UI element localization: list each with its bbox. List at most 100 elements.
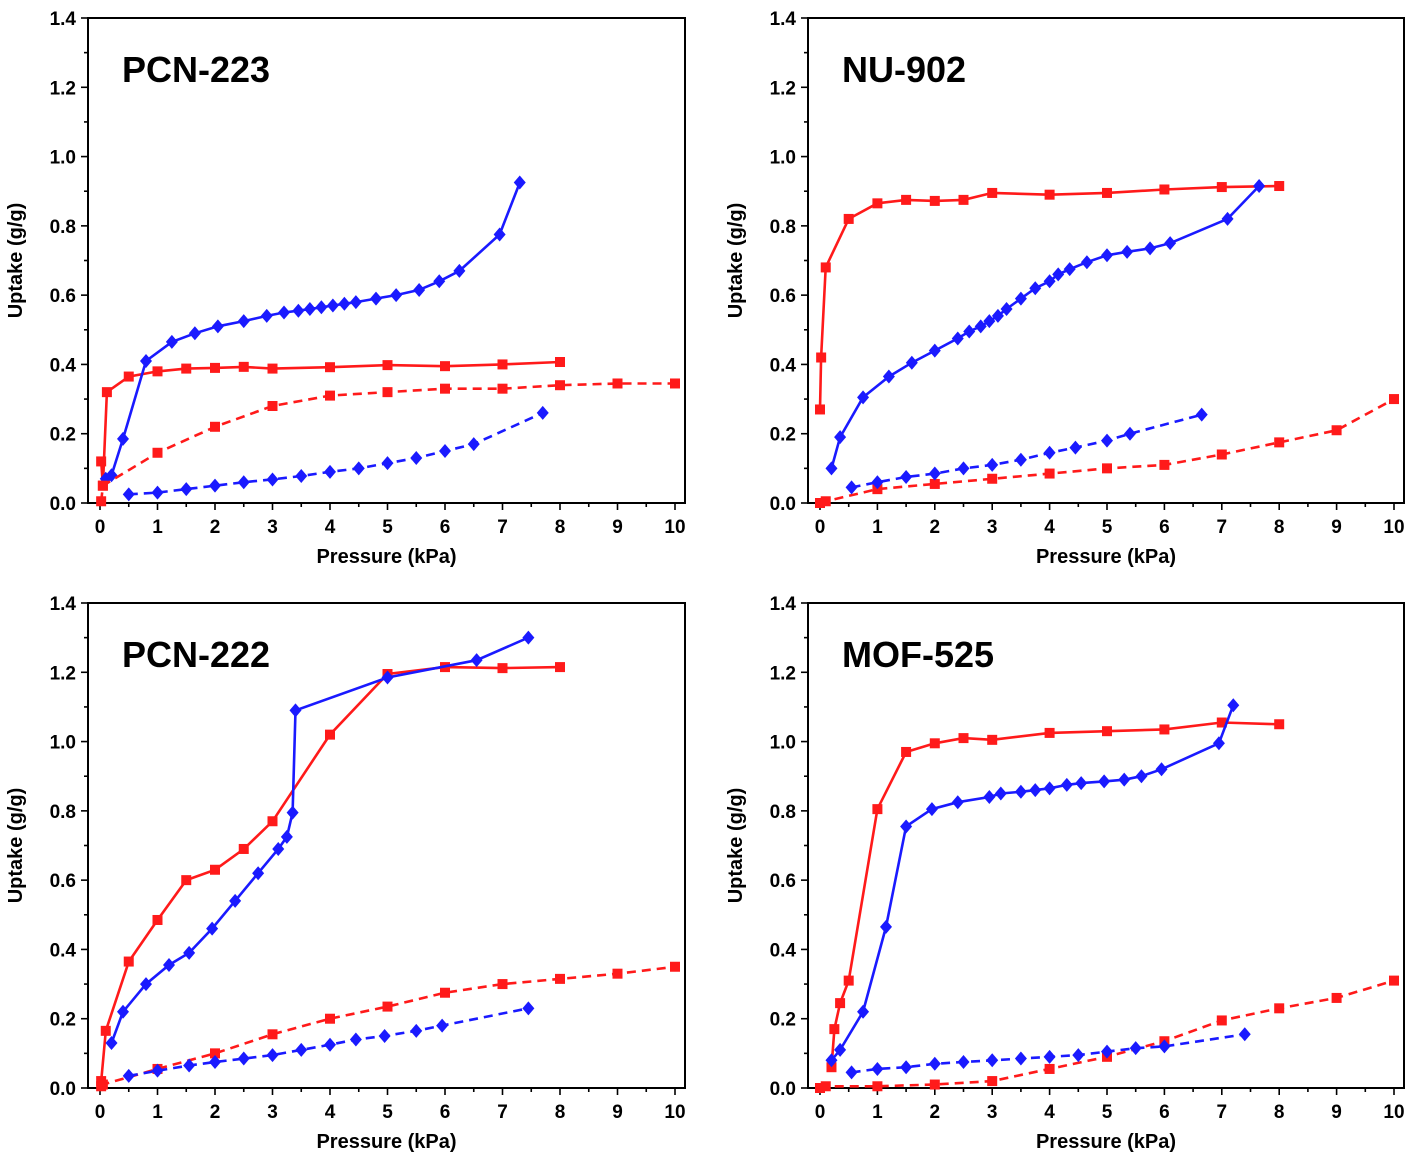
y-tick-label: 0.0 — [770, 1079, 796, 1100]
data-point-diamond — [433, 274, 446, 289]
x-tick-label: 8 — [1274, 1102, 1285, 1123]
y-tick-label: 0.2 — [50, 1010, 76, 1031]
data-point-diamond — [117, 1004, 129, 1019]
data-point-square — [929, 1079, 940, 1090]
data-point-diamond — [390, 288, 403, 303]
x-tick-label: 6 — [440, 517, 451, 538]
data-point-diamond — [882, 369, 895, 384]
x-tick-label: 2 — [930, 1102, 941, 1123]
data-point-square — [123, 956, 134, 967]
data-point-square — [101, 387, 112, 398]
data-point-square — [929, 478, 940, 489]
data-point-square — [987, 1076, 998, 1087]
data-point-diamond — [983, 314, 996, 329]
data-point-square — [210, 864, 220, 875]
data-point-diamond — [352, 461, 365, 476]
data-point-square — [181, 875, 192, 886]
data-point-square — [829, 1024, 840, 1035]
data-point-diamond — [266, 472, 279, 487]
series-blue-dashed — [845, 407, 1208, 495]
data-point-square — [670, 378, 680, 389]
x-tick-label: 10 — [664, 517, 685, 538]
data-point-diamond — [122, 1068, 135, 1083]
data-point-diamond — [513, 175, 526, 190]
y-tick-label: 1.2 — [50, 663, 76, 684]
data-point-square — [555, 357, 565, 368]
y-tick-label: 0.4 — [770, 940, 797, 961]
data-point-diamond — [974, 319, 987, 334]
series-red-dashed — [815, 975, 1399, 1093]
data-point-square — [929, 738, 940, 749]
data-point-square — [152, 447, 163, 458]
data-point-square — [1274, 1003, 1285, 1014]
data-point-diamond — [315, 300, 328, 315]
data-point-diamond — [410, 1023, 423, 1038]
data-point-diamond — [188, 326, 201, 341]
data-point-square — [1331, 425, 1342, 436]
series-line — [128, 411, 544, 496]
data-point-square — [820, 496, 831, 507]
x-tick-label: 0 — [95, 1102, 106, 1123]
y-tick-label: 0.4 — [50, 355, 77, 376]
series-line — [818, 184, 1280, 410]
data-point-diamond — [1195, 407, 1208, 422]
data-point-diamond — [413, 282, 426, 297]
series-line — [819, 979, 1395, 1090]
data-point-square — [100, 1025, 111, 1036]
data-point-diamond — [1080, 255, 1093, 270]
x-tick-label: 5 — [1102, 517, 1113, 538]
chart-panel: 0 1 2 3 4 5 6 7 8 9 10 0.0 0.2 0.4 0.6 0.8 1.0 1.2 1.4 Pres… — [725, 9, 1405, 568]
data-point-diamond — [1221, 211, 1234, 226]
data-point-square — [958, 733, 969, 744]
series-blue-solid — [825, 698, 1240, 1068]
x-tick-label: 1 — [872, 517, 883, 538]
data-point-square — [1044, 468, 1055, 479]
data-point-diamond — [963, 324, 976, 339]
data-point-square — [123, 371, 134, 382]
data-point-square — [97, 1079, 108, 1090]
data-point-diamond — [905, 355, 918, 370]
data-point-diamond — [1052, 267, 1065, 282]
data-point-square — [815, 1083, 825, 1093]
x-tick-label: 10 — [664, 1102, 685, 1123]
data-point-diamond — [925, 802, 938, 817]
series-line — [830, 721, 1280, 1068]
data-point-diamond — [122, 487, 135, 502]
data-point-square — [835, 998, 846, 1009]
x-tick-label: 8 — [555, 517, 566, 538]
y-tick-label: 0.8 — [50, 217, 76, 238]
x-tick-label: 4 — [325, 1102, 336, 1123]
y-tick-label: 1.0 — [770, 148, 796, 169]
data-point-square — [238, 843, 249, 854]
data-point-square — [1102, 463, 1112, 474]
data-point-diamond — [928, 343, 941, 358]
data-point-diamond — [1029, 281, 1042, 296]
y-tick-label: 1.0 — [50, 148, 76, 169]
y-tick-label: 0.4 — [50, 940, 77, 961]
data-point-square — [96, 456, 107, 467]
data-point-square — [267, 816, 278, 827]
data-point-diamond — [825, 461, 838, 476]
data-point-square — [267, 1029, 278, 1040]
series-line — [819, 397, 1395, 505]
x-tick-label: 9 — [612, 517, 623, 538]
data-point-diamond — [470, 653, 483, 668]
data-point-diamond — [1069, 440, 1082, 455]
data-point-diamond — [994, 786, 1007, 801]
y-axis-title: Uptake (g/g) — [725, 788, 747, 904]
data-point-square — [1159, 459, 1170, 470]
data-point-diamond — [880, 919, 893, 934]
data-point-diamond — [151, 485, 164, 500]
series-blue-solid — [825, 179, 1266, 476]
data-point-diamond — [266, 1048, 279, 1063]
data-point-diamond — [986, 1053, 999, 1068]
data-point-diamond — [1014, 1051, 1027, 1066]
x-tick-label: 4 — [325, 517, 336, 538]
data-point-diamond — [206, 921, 219, 936]
data-point-square — [152, 366, 163, 377]
data-point-diamond — [1121, 244, 1134, 259]
data-point-square — [96, 496, 107, 507]
x-tick-label: 2 — [930, 517, 941, 538]
data-point-square — [497, 979, 508, 990]
